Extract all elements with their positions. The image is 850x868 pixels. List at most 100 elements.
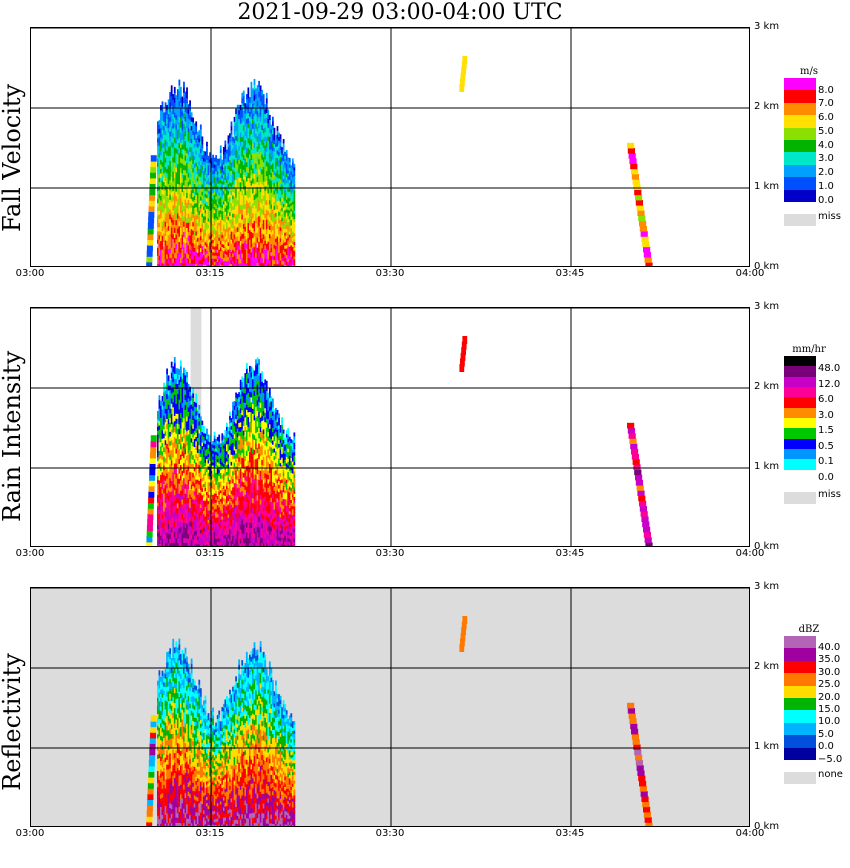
storm-cell — [206, 239, 208, 244]
storm-cell — [291, 194, 294, 199]
storm-cell — [284, 170, 287, 175]
storm-cell — [256, 135, 259, 142]
storm-cell — [190, 172, 193, 178]
storm-cell — [193, 131, 196, 136]
storm-cell — [221, 204, 224, 209]
rain-intensity-ylabel: Rain Intensity — [0, 350, 26, 522]
storm-cell — [262, 113, 265, 119]
storm-cell — [178, 418, 181, 425]
storm-cell — [221, 201, 224, 206]
storm-cell — [181, 411, 184, 418]
storm-cell — [163, 133, 165, 139]
storm-cell — [222, 472, 225, 477]
storm-cell — [183, 427, 185, 434]
storm-cell — [279, 171, 282, 176]
storm-cell — [176, 542, 179, 546]
storm-cell — [221, 165, 224, 170]
storm-cell — [226, 172, 228, 177]
storm-cell — [157, 467, 159, 473]
storm-cell — [192, 410, 195, 416]
storm-cell — [262, 127, 265, 134]
storm-cell — [187, 163, 190, 169]
storm-cell — [285, 250, 288, 255]
storm-cell — [222, 177, 225, 182]
storm-cell — [180, 207, 182, 213]
storm-cell — [212, 529, 214, 534]
storm-cell — [212, 444, 214, 448]
storm-cell — [187, 144, 190, 151]
storm-cell — [215, 499, 218, 503]
storm-cell — [290, 216, 293, 220]
storm-cell — [164, 180, 167, 186]
storm-cell — [204, 468, 207, 473]
storm-cell — [167, 215, 170, 222]
storm-cell — [166, 181, 168, 187]
storm-cell — [221, 219, 224, 224]
storm-cell — [209, 522, 211, 527]
storm-cell — [198, 251, 201, 257]
storm-cell — [290, 233, 293, 237]
storm-cell — [169, 491, 172, 497]
storm-cell — [183, 153, 185, 160]
storm-cell — [230, 234, 233, 240]
storm-cell — [189, 234, 191, 241]
cell-2 — [631, 168, 639, 175]
storm-cell — [204, 170, 207, 175]
storm-cell — [219, 535, 222, 540]
storm-cell — [272, 141, 274, 147]
storm-cell — [172, 456, 175, 463]
storm-cell — [291, 230, 294, 235]
storm-cell — [216, 504, 219, 509]
storm-cell — [229, 200, 231, 205]
storm-cell — [201, 462, 204, 468]
storm-cell — [195, 470, 198, 476]
storm-cell — [183, 377, 185, 384]
storm-cell — [219, 209, 222, 214]
storm-cell — [221, 502, 224, 507]
storm-cell — [227, 497, 230, 502]
storm-cell — [164, 479, 167, 486]
storm-cell — [213, 181, 216, 186]
storm-cell — [160, 506, 162, 512]
storm-cell — [252, 108, 254, 114]
storm-cell — [230, 161, 233, 167]
storm-cell — [199, 247, 202, 253]
storm-cell — [170, 387, 173, 394]
storm-cell — [183, 241, 185, 248]
storm-cell — [166, 249, 168, 255]
storm-cell — [227, 507, 230, 512]
storm-cell — [253, 220, 256, 227]
storm-cell — [213, 230, 216, 235]
storm-cell — [190, 249, 193, 256]
storm-cell — [178, 502, 181, 509]
storm-cell — [293, 175, 296, 179]
storm-cell — [175, 181, 178, 187]
storm-cell — [291, 164, 294, 169]
storm-cell — [252, 227, 254, 234]
storm-cell — [244, 135, 247, 141]
storm-cell — [209, 235, 211, 240]
storm-cell — [275, 190, 277, 195]
storm-cell — [183, 169, 185, 176]
storm-cell — [276, 251, 279, 257]
storm-cell — [264, 172, 267, 178]
storm-cell — [172, 204, 175, 211]
storm-cell — [199, 148, 202, 154]
high-speck — [461, 61, 467, 70]
storm-cell — [222, 253, 225, 258]
storm-cell — [210, 544, 213, 546]
storm-cell — [158, 263, 161, 266]
storm-cell — [262, 132, 265, 139]
storm-cell — [284, 238, 287, 243]
storm-cell — [196, 229, 199, 235]
storm-cell — [178, 121, 181, 128]
storm-cell — [178, 116, 181, 123]
storm-cell — [250, 231, 253, 238]
storm-cell — [164, 235, 167, 241]
storm-cell — [238, 240, 241, 246]
storm-cell — [209, 450, 211, 455]
storm-cell — [198, 491, 201, 497]
storm-cell — [219, 454, 222, 459]
storm-cell — [218, 528, 221, 533]
cell-2 — [645, 262, 653, 266]
